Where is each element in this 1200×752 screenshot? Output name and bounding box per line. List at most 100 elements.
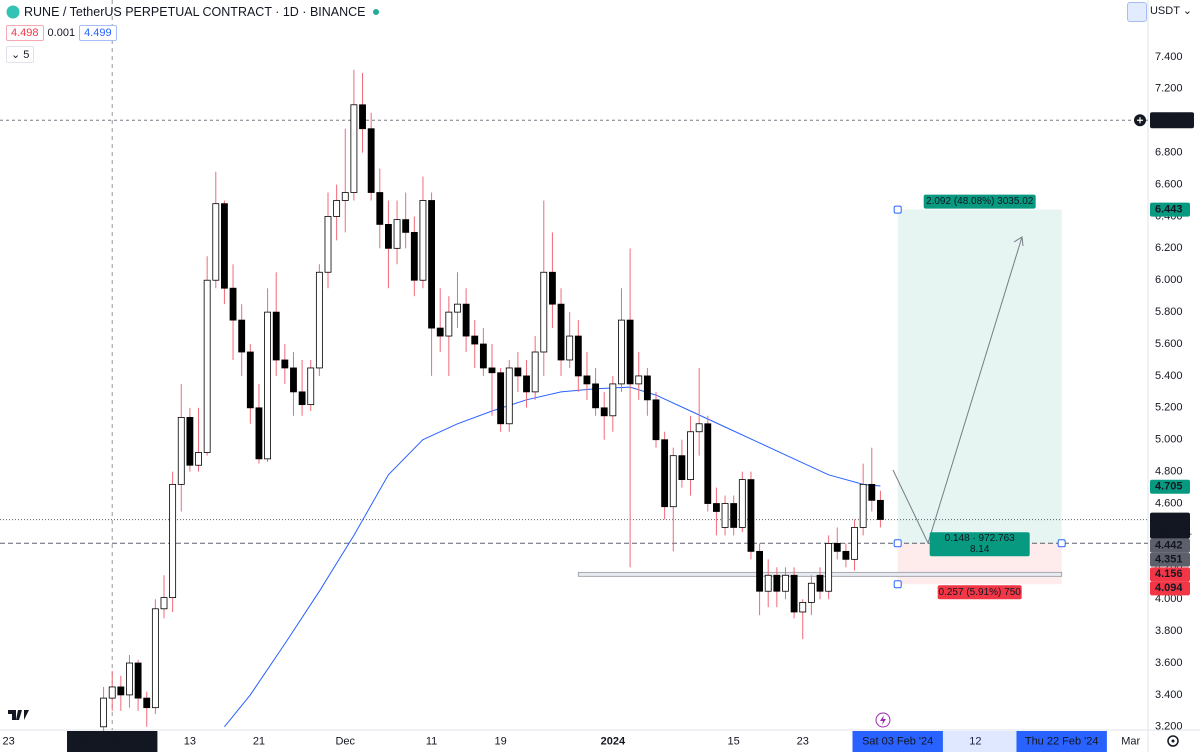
y-tick-label: 6.200 (1155, 242, 1183, 254)
position-handle (893, 205, 902, 214)
candle-body (842, 550, 850, 560)
entry-label-bg (929, 532, 1030, 557)
crosshair-tag-label: 7.003 (1155, 114, 1183, 126)
candle-body (833, 542, 841, 552)
y-tick-label: 6.600 (1155, 178, 1183, 190)
candle-body (100, 697, 107, 728)
candle-body (384, 224, 392, 249)
lightning-icon[interactable] (875, 712, 891, 728)
candle-body (307, 367, 315, 406)
y-tick-label: 4.600 (1155, 497, 1183, 509)
price-tag-label: 6.443 (1155, 203, 1183, 215)
candle-body (436, 327, 444, 337)
candle-body (600, 407, 608, 417)
candle-body (790, 574, 798, 613)
plot-bg (0, 0, 1148, 730)
y-tick-label: 7.200 (1155, 83, 1183, 95)
candle-body (117, 686, 125, 696)
candle-body (764, 574, 772, 592)
x-tick-label: 21 (253, 735, 265, 747)
candle-body (574, 335, 582, 377)
candle-body (272, 311, 280, 361)
price-tag (1150, 512, 1190, 539)
candle-body (488, 367, 496, 374)
position-handle (893, 539, 902, 548)
candle-body (212, 203, 220, 281)
ratio-label: 8.14 (970, 544, 990, 555)
x-tick-label: 12 (969, 735, 981, 747)
candle-body (238, 319, 246, 353)
indicator-count: 5 (23, 48, 30, 61)
price-tag (1150, 538, 1190, 553)
y-tick-label: 5.000 (1155, 434, 1183, 446)
stop-label: 0.257 (5.91%) 750 (939, 587, 1022, 598)
candle-body (108, 686, 116, 699)
candle-body (367, 128, 375, 193)
x-tick-label: 19 (495, 735, 507, 747)
candle-body (514, 367, 522, 377)
candle-body (402, 219, 410, 233)
symbol[interactable]: RUNE / TetherUS PERPETUAL CONTRACT · 1D … (24, 5, 366, 19)
candle-body (669, 455, 677, 508)
candle-body (713, 503, 720, 512)
candle-body (143, 697, 151, 709)
candle-body (324, 216, 332, 273)
price-tag (1150, 479, 1190, 494)
candle-body (816, 574, 824, 592)
y-tick-label: 5.600 (1155, 338, 1183, 350)
target-label-bg (923, 194, 1036, 209)
x-tick-label: 23 (797, 735, 809, 747)
candle-body (609, 383, 617, 417)
candle-body (756, 550, 764, 592)
x-tick-label: 23 (3, 735, 15, 747)
candle-body (186, 416, 194, 466)
candle-body (695, 423, 703, 433)
candle-body (782, 574, 789, 592)
candle-body (195, 452, 202, 466)
x-tick-highlight (67, 731, 158, 752)
price-tag-label: 4.094 (1155, 582, 1183, 594)
candle-body (315, 271, 323, 369)
candle-body (333, 200, 341, 217)
moving-average (224, 386, 881, 728)
candle-body (445, 311, 453, 337)
candle-body (652, 399, 660, 441)
candle-body (583, 375, 591, 385)
candle-body (868, 483, 876, 501)
candle-body (747, 479, 755, 552)
indicators-toggle[interactable]: ⌄ 5 (6, 45, 35, 63)
gear-icon[interactable] (1167, 735, 1179, 747)
y-tick-label: 4.800 (1155, 466, 1183, 478)
x-tick-highlight (852, 731, 943, 752)
tv-logo (8, 710, 29, 720)
candle-body (134, 662, 142, 699)
entry-label: 0.148 · 972.763 (945, 533, 1015, 544)
ask[interactable]: 4.499 (79, 25, 117, 41)
price-tag-label: 4.705 (1155, 481, 1183, 493)
candle-body (738, 479, 746, 528)
candle-body (807, 582, 815, 603)
candle-body (246, 351, 254, 409)
y-tick-label: 5.800 (1155, 306, 1183, 318)
compare-button[interactable] (1127, 2, 1147, 22)
candle-body (566, 335, 574, 361)
position-range-x (933, 731, 1026, 752)
bid[interactable]: 4.498 (6, 25, 44, 41)
candle-body (661, 439, 669, 508)
candle-body (281, 359, 289, 369)
y-tick-label: 5.200 (1155, 402, 1183, 414)
candle-body (160, 597, 168, 610)
candle-body (497, 372, 505, 425)
x-tick-highlight (1016, 731, 1107, 752)
price-tag (1150, 202, 1190, 217)
symbol-icon (6, 5, 20, 19)
target-label: 2.092 (48.08%) 3035.02 (926, 196, 1034, 207)
currency[interactable]: USDT ⌄ (1149, 5, 1192, 17)
x-tick-label: Mar (1121, 735, 1140, 747)
candle-body (471, 335, 479, 345)
candle-body (678, 455, 686, 480)
candle-body (203, 279, 211, 453)
y-tick-label: 3.600 (1155, 657, 1183, 669)
candle-body (479, 343, 487, 369)
candle-body (505, 367, 513, 425)
